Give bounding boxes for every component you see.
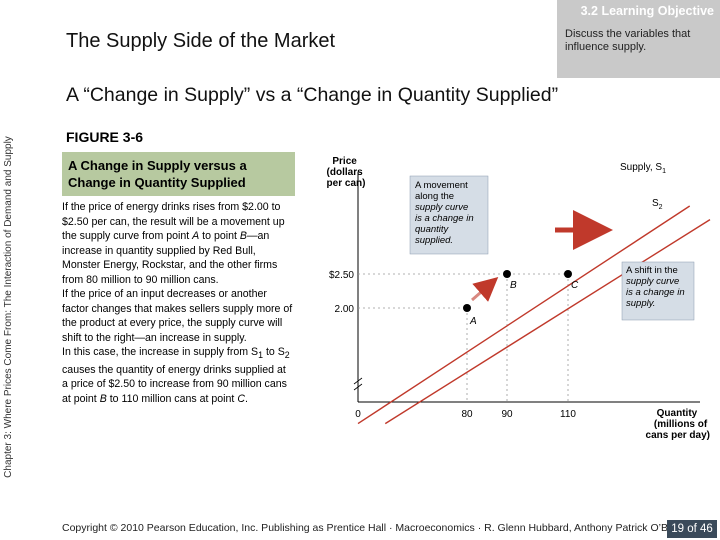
learning-objective-number: 3.2 [580, 4, 598, 18]
supply-chart: Price (dollars per can) Quantity (millio… [327, 156, 711, 440]
x-axis-label: Quantity (millions of cans per day) [646, 408, 710, 440]
point-label-a: A [469, 316, 477, 327]
caption-paragraph: If the price of an input decreases or an… [62, 288, 293, 344]
learning-objective-label: Learning Objective [601, 4, 714, 18]
x-tick-label: 0 [355, 409, 361, 420]
x-tick-label: 110 [560, 409, 576, 420]
axis-break-mark [353, 377, 363, 391]
page-number: 19 of 46 [667, 520, 717, 538]
caption-paragraph: If the price of energy drinks rises from… [62, 201, 285, 286]
slide-subtitle: A “Change in Supply” vs a “Change in Qua… [66, 84, 559, 106]
shift-annotation-box [621, 261, 695, 321]
supply-curve-label-2: S2 [652, 198, 663, 211]
learning-objective-header: 3.2 Learning Objective [557, 4, 714, 18]
y-axis-label: Price (dollars per can) [327, 156, 366, 189]
x-tick-label: 90 [501, 409, 513, 420]
learning-objective-text: Discuss the variables that influence sup… [565, 28, 691, 53]
slide-title: The Supply Side of the Market [66, 30, 336, 52]
point-a [463, 304, 471, 312]
movement-annotation: A movement along the supply curve is a c… [415, 180, 476, 246]
point-c [564, 270, 572, 278]
supply-curve-1 [357, 205, 691, 425]
supply-curve-label-1: Supply, S1 [620, 162, 666, 175]
figure-label: FIGURE 3-6 [66, 129, 144, 145]
figure-title-box [62, 152, 295, 196]
learning-objective-panel [557, 0, 720, 78]
y-tick-label: 2.00 [335, 304, 355, 315]
movement-annotation-box [409, 175, 489, 255]
caption-paragraph: In this case, the increase in supply fro… [62, 346, 290, 405]
point-label-c: C [571, 280, 579, 291]
chapter-side-label: Chapter 3: Where Prices Come From: The I… [3, 136, 14, 478]
point-b [503, 270, 511, 278]
y-tick-label: $2.50 [329, 270, 354, 281]
shift-annotation: A shift in the supply curve is a change … [626, 265, 687, 309]
point-label-b: B [510, 280, 517, 291]
copyright-footer: Copyright © 2010 Pearson Education, Inc.… [62, 522, 706, 534]
supply-curve-2 [384, 219, 711, 425]
figure-title: A Change in Supply versus a Change in Qu… [68, 158, 247, 190]
movement-arrow [471, 277, 499, 302]
x-tick-label: 80 [461, 409, 473, 420]
figure-caption: If the price of energy drinks rises from… [62, 200, 294, 406]
